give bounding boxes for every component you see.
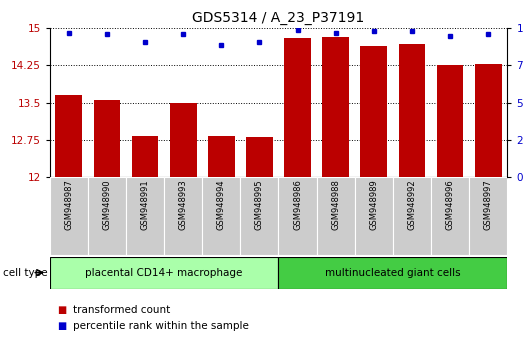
Bar	[469, 177, 507, 255]
Bar	[94, 100, 120, 177]
Bar	[355, 177, 393, 255]
Bar	[246, 137, 273, 177]
Text: ■: ■	[58, 305, 67, 315]
Bar	[50, 177, 88, 255]
Bar	[360, 46, 387, 177]
Bar	[88, 177, 126, 255]
Bar	[55, 95, 82, 177]
Text: GSM948990: GSM948990	[103, 179, 111, 230]
Text: ■: ■	[58, 321, 67, 331]
Text: GSM948996: GSM948996	[446, 179, 454, 230]
Bar	[399, 44, 425, 177]
Text: multinucleated giant cells: multinucleated giant cells	[325, 268, 461, 278]
Bar	[431, 177, 469, 255]
Text: cell type: cell type	[3, 268, 47, 278]
Bar	[132, 136, 158, 177]
Text: transformed count: transformed count	[73, 305, 170, 315]
Bar	[208, 136, 235, 177]
Bar	[284, 38, 311, 177]
Text: GSM948997: GSM948997	[484, 179, 493, 230]
Text: GSM948995: GSM948995	[255, 179, 264, 230]
Bar	[393, 177, 431, 255]
Bar	[278, 257, 507, 289]
Text: GSM948989: GSM948989	[369, 179, 378, 230]
Text: GSM948986: GSM948986	[293, 179, 302, 230]
Text: GDS5314 / A_23_P37191: GDS5314 / A_23_P37191	[192, 11, 365, 25]
Bar	[437, 65, 463, 177]
Bar	[475, 64, 502, 177]
Bar	[316, 177, 355, 255]
Text: GSM948992: GSM948992	[407, 179, 416, 230]
Bar	[322, 37, 349, 177]
Bar	[164, 177, 202, 255]
Bar	[50, 257, 278, 289]
Text: GSM948993: GSM948993	[179, 179, 188, 230]
Bar	[126, 177, 164, 255]
Text: GSM948991: GSM948991	[141, 179, 150, 230]
Bar	[241, 177, 278, 255]
Text: GSM948994: GSM948994	[217, 179, 226, 230]
Bar	[202, 177, 241, 255]
Text: percentile rank within the sample: percentile rank within the sample	[73, 321, 249, 331]
Bar	[170, 103, 197, 177]
Text: GSM948987: GSM948987	[64, 179, 73, 230]
Text: placental CD14+ macrophage: placental CD14+ macrophage	[85, 268, 243, 278]
Text: GSM948988: GSM948988	[331, 179, 340, 230]
Bar	[278, 177, 316, 255]
